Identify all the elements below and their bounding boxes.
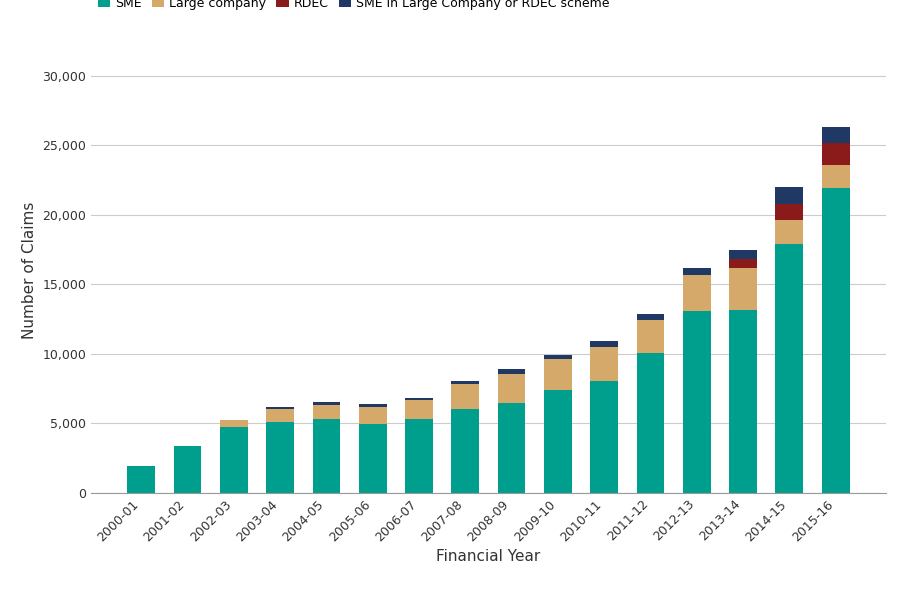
Bar: [359, 404, 386, 407]
Bar: [636, 320, 665, 353]
Bar: [451, 409, 479, 493]
Bar: [267, 409, 294, 422]
Bar: [220, 420, 247, 427]
Bar: [729, 269, 757, 310]
Bar: [591, 381, 618, 493]
Bar: [729, 310, 757, 493]
Bar: [775, 204, 803, 221]
Bar: [405, 400, 433, 419]
Bar: [173, 445, 202, 493]
Bar: [359, 407, 386, 424]
Bar: [729, 249, 757, 258]
Bar: [591, 341, 618, 347]
Bar: [312, 403, 341, 405]
Bar: [312, 405, 341, 419]
Bar: [405, 398, 433, 400]
Bar: [498, 374, 526, 403]
Bar: [267, 422, 294, 493]
Bar: [775, 221, 803, 244]
Bar: [312, 419, 341, 493]
Bar: [451, 383, 479, 409]
Bar: [359, 424, 386, 493]
Bar: [822, 189, 849, 493]
Bar: [267, 407, 294, 409]
Bar: [544, 355, 572, 359]
Bar: [544, 359, 572, 390]
Bar: [498, 369, 526, 374]
Bar: [636, 314, 665, 320]
Bar: [683, 267, 710, 275]
Bar: [128, 466, 155, 493]
Bar: [544, 390, 572, 493]
Bar: [405, 419, 433, 493]
Legend: SME, Large company, RDEC, SME in Large Company or RDEC scheme: SME, Large company, RDEC, SME in Large C…: [98, 0, 610, 10]
Bar: [451, 381, 479, 383]
Bar: [775, 244, 803, 493]
Bar: [636, 353, 665, 493]
Bar: [822, 127, 849, 142]
Bar: [220, 427, 247, 493]
Bar: [822, 165, 849, 189]
Bar: [775, 187, 803, 204]
Y-axis label: Number of Claims: Number of Claims: [22, 202, 37, 339]
Bar: [822, 142, 849, 165]
X-axis label: Financial Year: Financial Year: [436, 549, 540, 564]
Bar: [591, 347, 618, 381]
Bar: [683, 275, 710, 311]
Bar: [498, 403, 526, 493]
Bar: [683, 311, 710, 493]
Bar: [729, 258, 757, 269]
